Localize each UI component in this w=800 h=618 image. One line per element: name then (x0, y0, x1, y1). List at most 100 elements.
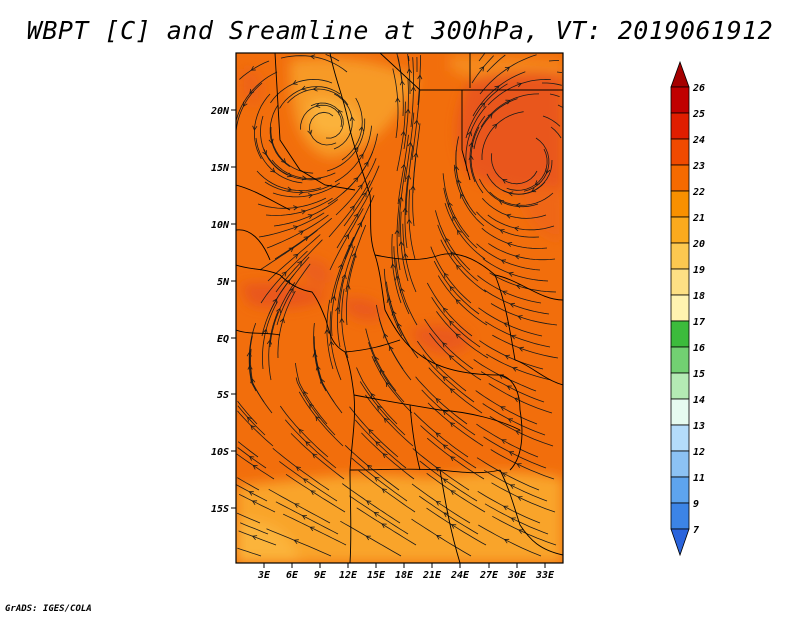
streamline-arrow (262, 150, 267, 156)
country-borders (236, 53, 563, 563)
streamline (356, 507, 417, 546)
streamline (259, 229, 318, 271)
streamline-arrow (281, 271, 287, 277)
lon-label: 27E (479, 570, 499, 581)
streamline-arrow (405, 108, 411, 114)
colorbar-label: 21 (692, 213, 705, 224)
credit-label: GrADS: IGES/COLA (5, 604, 92, 614)
streamline (440, 239, 487, 293)
streamline-arrow (312, 453, 318, 459)
streamline-arrow (494, 85, 500, 91)
streamline-arrow (381, 488, 387, 494)
streamline-arrow (400, 163, 407, 169)
streamline (486, 173, 546, 195)
streamline-arrow (292, 80, 298, 85)
streamline (477, 275, 542, 304)
streamline (556, 71, 563, 73)
streamline-arrow (324, 328, 330, 334)
streamline-arrow (374, 356, 380, 362)
streamline-arrow (410, 86, 416, 92)
streamline-arrow (509, 302, 515, 308)
streamline-arrow (357, 184, 363, 190)
streamline-arrow (450, 251, 456, 257)
streamline-arrow (480, 102, 486, 108)
streamline (300, 104, 343, 130)
streamline-arrow (374, 476, 380, 482)
colorbar-label: 12 (693, 447, 705, 458)
streamline (481, 227, 548, 249)
streamline-arrow (395, 97, 401, 103)
colorbar-label: 11 (693, 473, 705, 484)
streamline (473, 359, 537, 392)
streamline (479, 340, 544, 370)
streamline (285, 473, 346, 513)
streamline-arrow (252, 464, 258, 470)
colorbar-top-arrow (670, 60, 690, 88)
streamline (482, 403, 546, 436)
streamline-arrow (353, 176, 359, 183)
streamline (255, 137, 303, 184)
lon-label: 24E (450, 570, 470, 581)
streamline (542, 115, 561, 127)
lon-label: 12E (339, 570, 358, 581)
streamline (427, 402, 484, 447)
streamline-arrow (450, 490, 456, 495)
lon-label: 15E (367, 570, 386, 581)
streamline-arrow (365, 535, 371, 541)
streamline-arrow (468, 141, 474, 148)
lon-label: 6E (286, 570, 299, 581)
streamline (248, 322, 257, 392)
streamline-arrow (268, 138, 274, 145)
streamline (314, 349, 343, 414)
streamline (422, 354, 475, 403)
streamline-arrow (368, 428, 374, 435)
streamline (436, 311, 489, 359)
streamline (489, 272, 557, 293)
lon-label: 21E (422, 570, 442, 581)
streamline-arrow (281, 158, 287, 164)
streamline (359, 381, 406, 436)
streamline-arrow (509, 484, 516, 489)
streamline (298, 391, 344, 447)
streamline-arrow (286, 186, 293, 192)
streamline (237, 441, 259, 458)
streamline (476, 243, 541, 271)
streamline-arrow (338, 109, 343, 115)
streamline-arrow (298, 189, 304, 196)
streamline (271, 159, 336, 180)
streamline (444, 202, 486, 260)
colorbar-label: 9 (693, 499, 699, 510)
streamline (275, 239, 323, 293)
streamline (268, 488, 331, 524)
streamline (412, 156, 417, 227)
streamline (273, 199, 339, 227)
streamline (250, 348, 273, 414)
streamline-arrow (455, 333, 461, 339)
colorbar-swatch (670, 320, 690, 348)
streamline-arrow (309, 526, 315, 532)
streamline (492, 515, 557, 546)
streamline-arrow (301, 515, 308, 520)
streamline-arrow (353, 213, 359, 219)
streamline (260, 250, 308, 304)
streamline-arrow (293, 253, 299, 259)
streamline (279, 86, 341, 109)
streamline-arrow (508, 191, 514, 197)
streamline-arrow (435, 432, 441, 438)
streamline-arrow (516, 82, 523, 88)
streamline (270, 78, 333, 104)
streamline (268, 311, 279, 381)
streamline-arrow (468, 154, 474, 160)
streamline-arrow (310, 490, 316, 495)
streamline-arrow (508, 451, 515, 456)
streamline (236, 82, 263, 131)
streamline (354, 419, 407, 469)
streamline (258, 212, 325, 238)
streamline-arrow (449, 422, 456, 428)
streamline-arrow (510, 334, 517, 340)
streamline-arrow (305, 441, 311, 447)
streamline (417, 55, 421, 106)
streamline (549, 93, 560, 97)
streamline (397, 56, 404, 117)
